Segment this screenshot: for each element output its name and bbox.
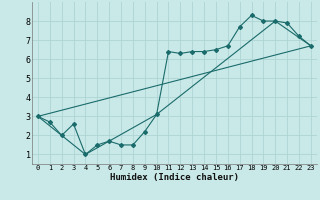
X-axis label: Humidex (Indice chaleur): Humidex (Indice chaleur) [110, 173, 239, 182]
